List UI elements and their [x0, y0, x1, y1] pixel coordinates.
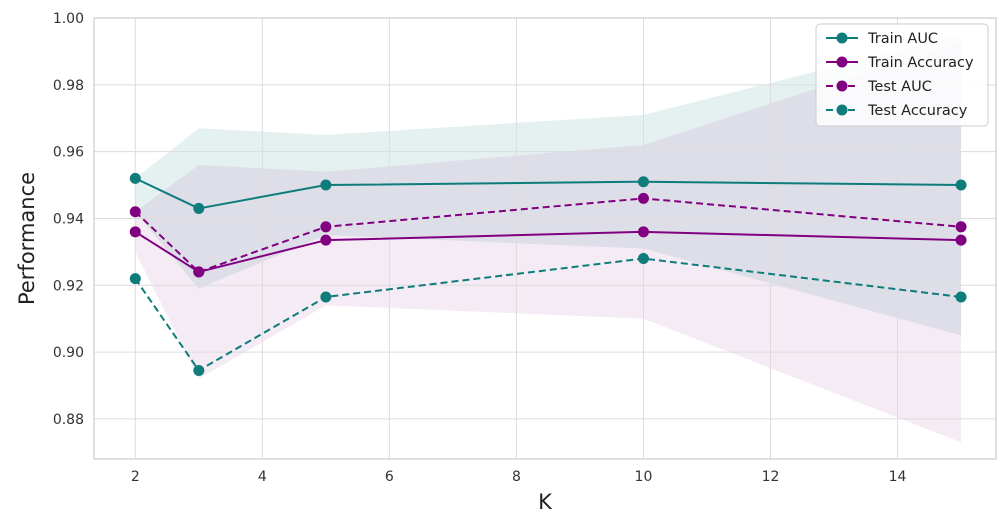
data-point-train-accuracy [320, 234, 332, 246]
data-point-train-accuracy [637, 226, 649, 238]
y-tick-label: 0.92 [53, 278, 84, 294]
data-point-test-auc [193, 266, 205, 278]
y-tick-label: 1.00 [53, 11, 84, 27]
legend-box [815, 23, 989, 127]
data-point-train-auc [955, 179, 967, 191]
series-points [129, 172, 967, 376]
data-point-train-auc [637, 176, 649, 188]
x-tick-label: 2 [131, 469, 140, 485]
y-tick-label: 0.98 [53, 78, 84, 94]
x-tick-label: 12 [762, 469, 780, 485]
data-point-test-accuracy [129, 273, 141, 285]
y-tick-label: 0.88 [53, 412, 84, 428]
grid [94, 17, 996, 459]
data-point-train-auc [193, 202, 205, 214]
confidence-bands [135, 34, 962, 443]
legend-marker-train-accuracy [836, 56, 848, 68]
x-axis-title: K [538, 490, 553, 513]
legend-marker-test-accuracy [836, 104, 848, 116]
data-point-test-auc [320, 221, 332, 233]
confidence-band-0 [135, 34, 962, 336]
tick-labels: 2 4 6 8 10 12 14 0.88 0.90 0.92 0.94 0.96 0.98 1.00 [53, 11, 907, 485]
legend-marker-test-auc [836, 80, 848, 92]
data-point-test-accuracy [193, 364, 205, 376]
legend-marker-train-auc [836, 32, 848, 44]
data-point-test-accuracy [637, 253, 649, 265]
y-tick-label: 0.90 [53, 345, 84, 361]
data-point-train-auc [320, 179, 332, 191]
legend-label-test-auc: Test AUC [867, 79, 932, 95]
data-point-test-auc [637, 192, 649, 204]
legend: Train AUC Train Accuracy Test AUC Test Accu… [815, 23, 989, 127]
data-point-train-auc [129, 172, 141, 184]
legend-label-train-accuracy: Train Accuracy [867, 55, 974, 71]
confidence-band-1 [135, 41, 962, 443]
y-tick-label: 0.96 [53, 145, 84, 161]
data-point-test-auc [129, 206, 141, 218]
x-tick-label: 4 [258, 469, 267, 485]
y-tick-label: 0.94 [53, 211, 84, 227]
data-point-test-accuracy [320, 291, 332, 303]
data-point-train-accuracy [129, 226, 141, 238]
x-tick-label: 10 [635, 469, 653, 485]
legend-label-test-accuracy: Test Accuracy [867, 103, 968, 119]
x-tick-label: 14 [889, 469, 907, 485]
x-tick-label: 6 [385, 469, 394, 485]
data-point-test-accuracy [955, 291, 967, 303]
data-point-train-accuracy [955, 234, 967, 246]
y-axis-title: Performance [15, 172, 39, 305]
x-tick-label: 8 [512, 469, 521, 485]
data-point-test-auc [955, 221, 967, 233]
plot-frame [93, 17, 997, 460]
legend-label-train-auc: Train AUC [867, 31, 938, 47]
